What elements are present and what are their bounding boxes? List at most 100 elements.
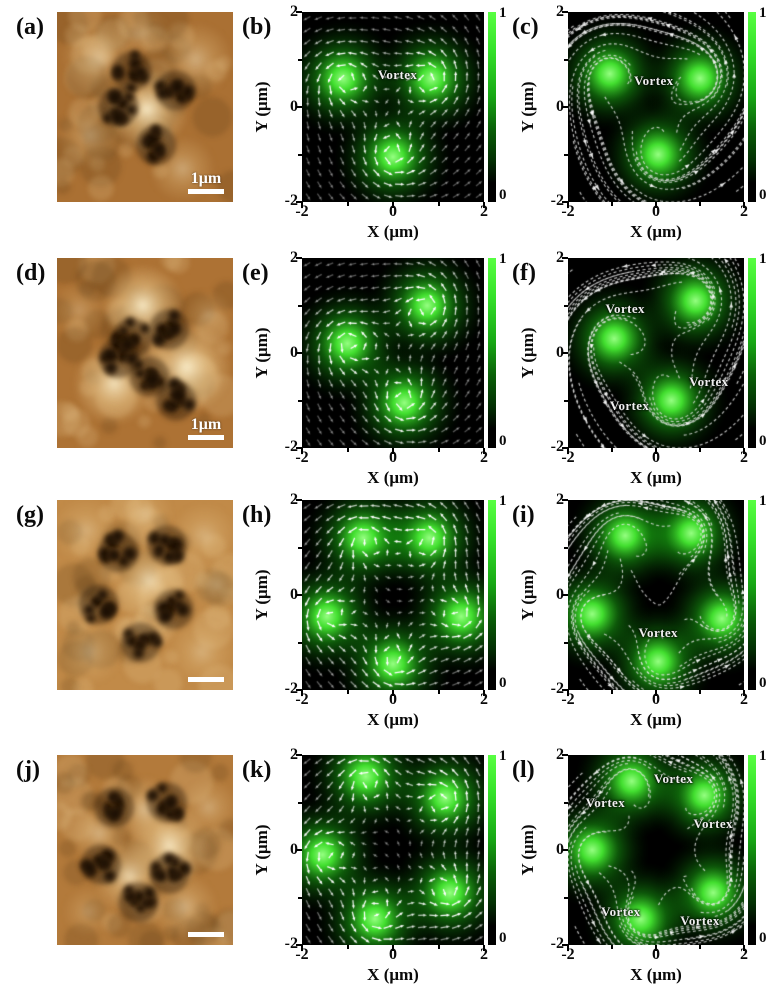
x-axis-tick-mark — [611, 690, 613, 694]
scale-bar-line — [188, 435, 224, 440]
y-axis-tick-mark — [562, 106, 568, 108]
y-tick: 2 — [290, 249, 298, 266]
y-axis-tick-mark — [296, 11, 302, 13]
x-tick: 2 — [480, 203, 488, 220]
x-axis-tick-mark — [301, 202, 303, 208]
x-axis-tick-mark — [743, 945, 745, 951]
y-tick: 0 — [290, 98, 298, 115]
colorbar-max-label: 1 — [499, 748, 507, 764]
panel-label: (j) — [16, 757, 40, 783]
x-tick: 0 — [389, 449, 397, 466]
x-axis-tick-mark — [567, 945, 569, 951]
y-axis-tick-mark — [562, 594, 568, 596]
streamline-panel: (l) Y (μm) 2 0 -2 Vortex Vortex Vortex Vort… — [510, 746, 780, 995]
y-axis-tick-mark — [298, 896, 302, 899]
panel-label: (i) — [512, 502, 535, 528]
colorbar-min-label: 0 — [759, 433, 767, 449]
x-axis-tick-mark — [392, 202, 394, 208]
x-axis-label: X (μm) — [630, 222, 682, 241]
panel-label: (l) — [512, 757, 535, 783]
scale-bar-label: 1μm — [190, 416, 222, 433]
y-axis-tick-mark — [298, 546, 302, 549]
x-axis-tick-mark — [301, 690, 303, 696]
x-tick: 0 — [389, 203, 397, 220]
y-tick: 0 — [556, 344, 564, 361]
y-axis-tick-mark — [298, 58, 302, 61]
x-axis-tick-mark — [437, 202, 440, 206]
quiver-plot-canvas — [302, 755, 484, 945]
y-axis-tick-mark — [298, 641, 302, 644]
panel-label: (f) — [512, 260, 536, 286]
vector-field-panel: (k) Y (μm) 2 0 -2 1 0 -2 0 2 X (μm) — [240, 746, 510, 995]
panel-label: (d) — [16, 260, 46, 286]
streamline-plot-area: Vortex Vortex Vortex Vortex Vortex — [568, 755, 744, 945]
streamline-panel: (f) Y (μm) 2 0 -2 Vortex Vortex Vortex 1 0… — [510, 249, 780, 498]
colorbar-min-label: 0 — [759, 187, 767, 203]
x-axis-tick-mark — [699, 448, 701, 452]
y-tick: -2 — [550, 935, 564, 952]
x-axis-tick-mark — [743, 202, 745, 208]
x-axis-label: X (μm) — [367, 710, 419, 729]
y-axis-tick-mark — [298, 801, 302, 804]
colorbar — [748, 500, 756, 690]
figure-row-2: (g) (h) Y (μm) 2 0 -2 1 0 -2 0 2 X (μm) … — [0, 491, 780, 740]
panel-label: (h) — [242, 502, 272, 528]
x-axis-tick-mark — [611, 448, 613, 452]
x-axis-tick-mark — [301, 448, 303, 454]
x-axis-label: X (μm) — [367, 468, 419, 487]
x-axis-tick-mark — [346, 448, 349, 452]
colorbar-max-label: 1 — [759, 748, 767, 764]
scale-bar-label: 1μm — [190, 170, 222, 187]
x-axis-tick-mark — [483, 945, 485, 951]
x-axis-tick-mark — [699, 945, 701, 949]
colorbar — [748, 258, 756, 448]
y-axis-tick-mark — [564, 304, 568, 307]
x-axis-tick-mark — [655, 690, 657, 696]
y-tick: 0 — [290, 586, 298, 603]
x-axis-tick-mark — [699, 690, 701, 694]
colorbar-max-label: 1 — [499, 493, 507, 509]
x-tick: -2 — [295, 449, 309, 466]
vector-field-panel: (e) Y (μm) 2 0 -2 1 0 -2 0 2 X (μm) — [240, 249, 510, 498]
afm-image: 1μm — [57, 12, 233, 202]
y-tick: -2 — [284, 935, 298, 952]
colorbar-max-label: 1 — [759, 251, 767, 267]
afm-canvas — [57, 755, 233, 945]
y-axis-tick-mark — [298, 153, 302, 156]
x-tick: 2 — [480, 946, 488, 963]
y-axis-tick-mark — [296, 201, 302, 203]
x-axis-tick-mark — [437, 945, 440, 949]
afm-panel: (a) 1μm — [0, 6, 240, 252]
y-axis-tick-mark — [296, 594, 302, 596]
y-axis-tick-mark — [564, 58, 568, 61]
y-tick: 2 — [290, 491, 298, 508]
x-tick: 2 — [740, 203, 748, 220]
scale-bar: 1μm — [188, 170, 224, 194]
colorbar-max-label: 1 — [499, 251, 507, 267]
y-axis-tick-mark — [296, 944, 302, 946]
colorbar — [488, 500, 496, 690]
quiver-plot-area: Vortex — [302, 12, 484, 202]
x-axis-label: X (μm) — [630, 965, 682, 984]
x-tick: -2 — [561, 449, 575, 466]
y-axis-tick-mark — [562, 257, 568, 259]
x-tick: 0 — [652, 691, 660, 708]
x-tick: 2 — [480, 449, 488, 466]
x-axis-tick-mark — [346, 690, 349, 694]
x-axis-tick-mark — [346, 202, 349, 206]
x-axis-tick-mark — [483, 202, 485, 208]
x-axis-tick-mark — [567, 202, 569, 208]
y-axis-tick-mark — [564, 546, 568, 549]
y-tick: 2 — [290, 3, 298, 20]
y-axis-tick-mark — [562, 944, 568, 946]
afm-panel: (j) — [0, 749, 240, 995]
x-axis-tick-mark — [655, 448, 657, 454]
y-tick: -2 — [284, 680, 298, 697]
colorbar-max-label: 1 — [759, 5, 767, 21]
x-axis-tick-mark — [346, 945, 349, 949]
quiver-plot-canvas — [302, 12, 484, 202]
y-tick: 2 — [556, 746, 564, 763]
streamline-plot-canvas — [568, 755, 744, 945]
y-axis-tick-mark — [296, 106, 302, 108]
y-axis-tick-mark — [564, 896, 568, 899]
